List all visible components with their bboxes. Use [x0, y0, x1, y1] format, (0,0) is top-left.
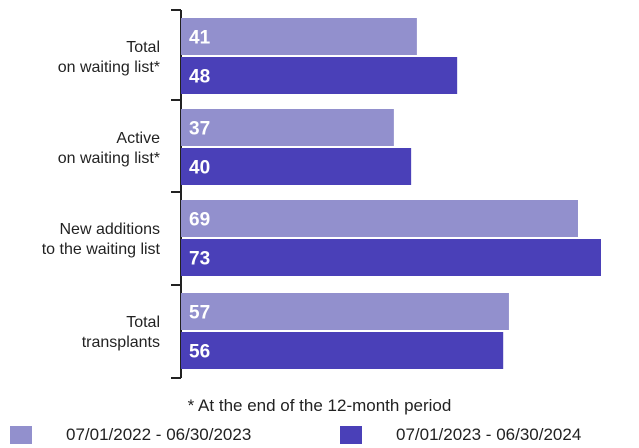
- bar-series-2-cat-4: [181, 332, 504, 369]
- bar-series-2-cat-3: [181, 239, 601, 276]
- bar-value-label-series-1-cat-2: 37: [189, 119, 210, 140]
- bar-chart: 41 37 69 57 48 40 73 56 Total on waiting list* Act…: [42, 9, 601, 379]
- bar-value-label-series-2-cat-1: 48: [189, 67, 210, 88]
- bar-value-label-series-1-cat-1: 41: [189, 28, 211, 49]
- category-label-4: Total transplants: [82, 314, 160, 351]
- category-label-2: Active on waiting list*: [58, 130, 160, 167]
- bar-value-label-series-2-cat-3: 73: [189, 249, 210, 270]
- bar-series-2-cat-2: [181, 148, 412, 185]
- legend-label-series-2: 07/01/2023 - 06/30/2024: [396, 425, 582, 444]
- category-label-3: New additions to the waiting list: [42, 221, 161, 258]
- bar-series-1-cat-2: [181, 109, 394, 146]
- bar-value-label-series-1-cat-3: 69: [189, 210, 210, 231]
- bar-series-2-cat-1: [181, 57, 458, 94]
- category-label-1: Total on waiting list*: [58, 39, 160, 76]
- legend: 07/01/2022 - 06/30/2023 07/01/2023 - 06/…: [0, 424, 639, 446]
- legend-item-series-2: 07/01/2023 - 06/30/2024: [340, 424, 581, 446]
- bar-series-1-cat-3: [181, 200, 578, 237]
- bar-value-label-series-2-cat-4: 56: [189, 342, 210, 363]
- bar-value-label-series-1-cat-4: 57: [189, 303, 210, 324]
- footnote: * At the end of the 12-month period: [187, 396, 452, 415]
- bar-value-label-series-2-cat-2: 40: [189, 158, 210, 179]
- legend-item-series-1: 07/01/2022 - 06/30/2023: [10, 424, 251, 446]
- bar-series-1-cat-1: [181, 18, 417, 55]
- legend-label-series-1: 07/01/2022 - 06/30/2023: [66, 425, 252, 444]
- bar-series-1-cat-4: [181, 293, 509, 330]
- legend-swatch-series-1: [10, 426, 32, 444]
- legend-swatch-series-2: [340, 426, 362, 444]
